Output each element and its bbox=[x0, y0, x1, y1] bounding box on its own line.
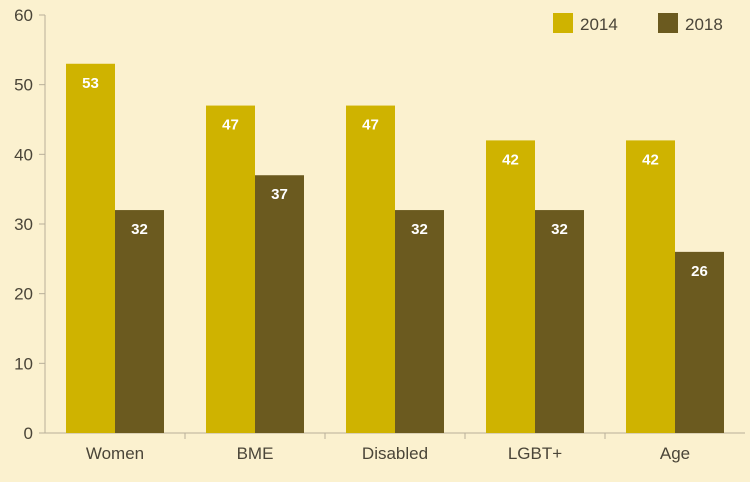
data-label: 42 bbox=[642, 151, 659, 168]
y-tick-label: 40 bbox=[14, 145, 33, 164]
data-label: 32 bbox=[551, 221, 568, 238]
y-tick-label: 10 bbox=[14, 354, 33, 373]
data-label: 47 bbox=[362, 117, 379, 134]
data-label: 47 bbox=[222, 117, 239, 134]
x-tick-label: Disabled bbox=[362, 444, 428, 463]
axes: 0 10 20 30 40 50 60 Women BME Disabled LGBT+ Age bbox=[14, 6, 745, 463]
legend: 2014 2018 bbox=[553, 13, 723, 34]
x-tick-label: LGBT+ bbox=[508, 444, 562, 463]
y-tick-label: 30 bbox=[14, 215, 33, 234]
bar-2018-bme bbox=[255, 175, 304, 433]
x-tick-label: BME bbox=[237, 444, 274, 463]
data-label: 32 bbox=[411, 221, 428, 238]
bar-2014-lgbt bbox=[486, 140, 535, 433]
bar-2018-disabled bbox=[395, 210, 444, 433]
y-tick-label: 50 bbox=[14, 76, 33, 95]
y-tick-label: 0 bbox=[24, 424, 33, 443]
x-tick-label: Age bbox=[660, 444, 690, 463]
data-label: 53 bbox=[82, 75, 99, 92]
bar-2014-women bbox=[66, 63, 115, 434]
x-tick-label: Women bbox=[86, 444, 144, 463]
data-label: 26 bbox=[691, 263, 708, 280]
bars: 53 32 47 37 47 32 42 32 42 26 bbox=[66, 63, 724, 434]
bar-2014-bme bbox=[206, 105, 255, 434]
y-tick-label: 20 bbox=[14, 285, 33, 304]
bar-2018-lgbt bbox=[535, 210, 584, 433]
y-tick-label: 60 bbox=[14, 6, 33, 25]
data-label: 32 bbox=[131, 221, 148, 238]
legend-swatch bbox=[658, 13, 678, 33]
bar-2014-age bbox=[626, 140, 675, 433]
bar-2018-women bbox=[115, 210, 164, 433]
data-label: 37 bbox=[271, 186, 288, 203]
legend-label: 2018 bbox=[685, 15, 723, 34]
legend-label: 2014 bbox=[580, 15, 618, 34]
data-label: 42 bbox=[502, 151, 519, 168]
bar-2014-disabled bbox=[346, 105, 395, 434]
bar-2018-age bbox=[675, 251, 724, 433]
legend-swatch bbox=[553, 13, 573, 33]
